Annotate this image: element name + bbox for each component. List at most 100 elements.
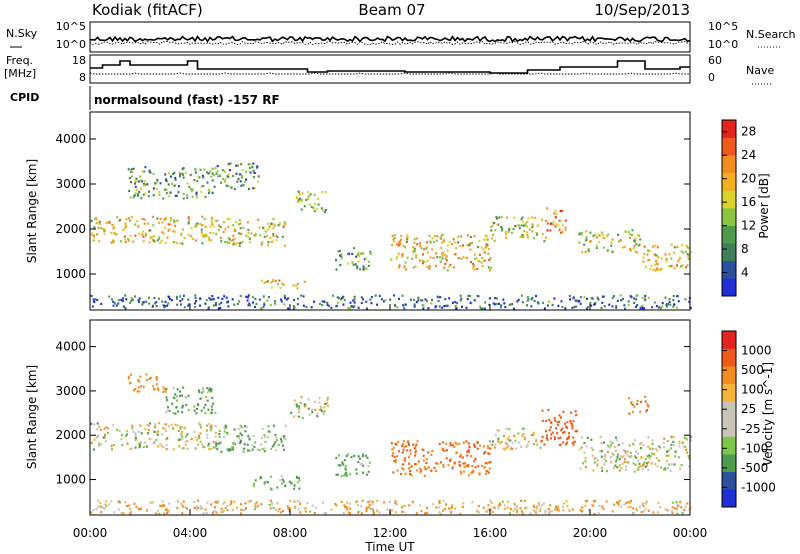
echo-cell xyxy=(406,238,409,241)
echo-cell xyxy=(427,307,430,310)
echo-cell xyxy=(526,296,529,299)
echo-cell xyxy=(613,295,615,298)
echo-cell xyxy=(292,284,295,287)
echo-cell xyxy=(362,298,365,301)
echo-cell xyxy=(572,297,575,300)
echo-cell xyxy=(227,300,230,303)
echo-cell xyxy=(494,303,496,306)
echo-cell xyxy=(680,464,683,467)
echo-cell xyxy=(678,440,681,443)
velocity-colorbar-label: Velocity [m s^-1] xyxy=(761,362,775,466)
echo-cell xyxy=(258,449,261,452)
echo-cell xyxy=(232,234,235,237)
echo-cell xyxy=(118,429,121,433)
echo-cell xyxy=(401,443,404,446)
echo-cell xyxy=(174,393,177,396)
echo-cell xyxy=(106,431,109,434)
echo-cell xyxy=(153,430,156,433)
echo-cell xyxy=(186,433,189,436)
echo-cell xyxy=(601,301,604,304)
echo-cell xyxy=(270,501,273,504)
echo-cell xyxy=(459,245,462,248)
echo-cell xyxy=(229,448,232,452)
echo-cell xyxy=(438,305,441,308)
echo-cell xyxy=(650,264,653,267)
echo-cell xyxy=(93,438,96,441)
echo-cell xyxy=(413,305,416,308)
echo-cell xyxy=(580,296,582,299)
echo-cell xyxy=(635,450,638,453)
echo-cell xyxy=(456,302,459,305)
echo-cell xyxy=(393,459,395,462)
echo-cell xyxy=(204,235,207,238)
echo-cell xyxy=(165,188,168,191)
echo-cell xyxy=(513,508,516,511)
echo-cell xyxy=(278,222,281,225)
echo-cell xyxy=(207,172,210,175)
echo-cell xyxy=(526,225,529,228)
echo-cell xyxy=(345,506,348,509)
echo-cell xyxy=(133,502,136,505)
power-colorbar-tick-label: 12 xyxy=(741,219,756,233)
echo-cell xyxy=(584,460,587,463)
echo-cell xyxy=(339,298,342,301)
echo-cell xyxy=(621,442,624,445)
echo-cell xyxy=(633,297,636,300)
echo-cell xyxy=(391,454,394,457)
echo-cell xyxy=(247,449,249,452)
echo-cell xyxy=(277,224,280,227)
echo-cell xyxy=(203,446,206,449)
echo-cell xyxy=(468,474,471,477)
echo-cell xyxy=(151,305,154,308)
echo-cell xyxy=(437,299,440,303)
echo-cell xyxy=(439,296,442,299)
echo-cell xyxy=(515,447,517,450)
echo-cell xyxy=(197,175,200,178)
echo-cell xyxy=(238,232,240,235)
echo-cell xyxy=(683,436,686,439)
echo-cell xyxy=(430,302,433,305)
echo-cell xyxy=(201,215,204,218)
echo-cell xyxy=(406,256,409,259)
echo-cell xyxy=(535,438,538,441)
echo-cell xyxy=(214,411,217,414)
echo-cell xyxy=(545,434,548,437)
echo-cell xyxy=(97,505,100,508)
echo-cell xyxy=(206,387,209,390)
echo-cell xyxy=(441,254,444,257)
echo-cell xyxy=(477,259,480,262)
freq-left-label-line1: Freq. xyxy=(6,54,33,67)
echo-cell xyxy=(240,503,242,506)
echo-cell xyxy=(446,269,449,272)
echo-cell xyxy=(323,512,326,515)
echo-cell xyxy=(540,218,543,221)
echo-cell xyxy=(423,466,426,469)
echo-cell xyxy=(99,428,102,431)
time-tick-label: 20:00 xyxy=(573,526,608,540)
echo-cell xyxy=(533,509,536,512)
echo-cell xyxy=(129,219,132,222)
echo-cell xyxy=(357,306,360,309)
echo-cell xyxy=(647,468,650,471)
echo-cell xyxy=(201,443,203,446)
echo-cell xyxy=(211,191,214,194)
echo-cell xyxy=(627,300,630,303)
echo-cell xyxy=(266,280,269,283)
echo-cell xyxy=(659,447,662,450)
echo-cell xyxy=(441,448,444,451)
time-tick-label: 08:00 xyxy=(273,526,308,540)
echo-cell xyxy=(293,415,296,418)
echo-cell xyxy=(245,170,247,173)
echo-cell xyxy=(302,295,305,298)
echo-cell xyxy=(293,484,296,487)
echo-cell xyxy=(310,205,313,209)
echo-cell xyxy=(507,500,510,503)
echo-cell xyxy=(195,505,198,508)
echo-cell xyxy=(272,233,275,236)
echo-cell xyxy=(665,260,668,263)
echo-cell xyxy=(689,435,692,438)
echo-cell xyxy=(451,467,454,470)
echo-cell xyxy=(601,469,604,472)
echo-cell xyxy=(118,219,121,222)
echo-cell xyxy=(521,512,524,515)
